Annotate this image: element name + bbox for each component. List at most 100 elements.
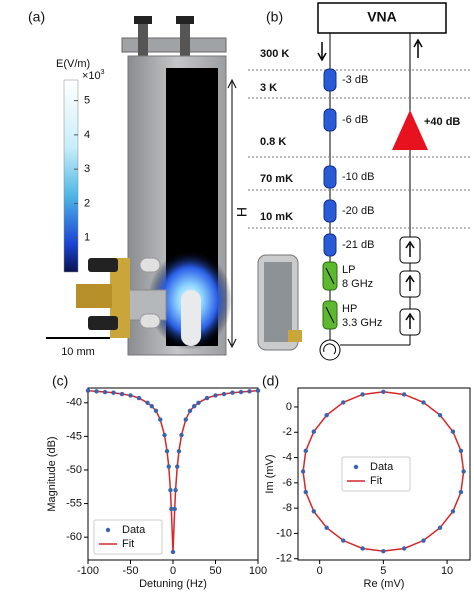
isolator-arrow [405, 240, 415, 257]
y-tick-label: -8 [282, 502, 292, 514]
x-tick-label: 10 [441, 565, 453, 577]
data-point [437, 525, 443, 530]
data-point [381, 389, 386, 394]
data-point [102, 389, 108, 395]
filter-symbol [325, 267, 335, 285]
filter-frequency: 8 GHz [342, 278, 373, 290]
data-point [196, 400, 201, 405]
legend-label: Data [370, 461, 394, 473]
y-axis-label: Im (mV) [264, 454, 276, 493]
data-point [230, 390, 235, 395]
data-point [170, 549, 176, 555]
plot-area [85, 388, 261, 555]
data-point [173, 487, 178, 493]
attenuator [323, 68, 337, 92]
data-point [341, 538, 346, 543]
data-point [158, 417, 163, 422]
x-tick-label: 0 [170, 565, 176, 577]
colorbar-tick-label: 3 [84, 163, 90, 175]
y-tick-label: -4 [282, 451, 292, 463]
attenuator-label: -3 dB [342, 74, 368, 86]
x-tick-label: 5 [380, 565, 386, 577]
amplifier-label: +40 dB [424, 116, 460, 128]
temperature-label: 3 K [260, 82, 277, 94]
legend-label: Fit [122, 538, 134, 550]
data-point [172, 506, 177, 512]
data-point [149, 403, 154, 409]
y-tick-label: -6 [282, 477, 292, 489]
y-tick-label: 0 [286, 401, 292, 413]
panel-label: (a) [28, 9, 45, 25]
data-point [119, 391, 125, 397]
data-point [153, 408, 159, 414]
data-point [401, 392, 407, 397]
data-point [247, 389, 252, 394]
legend-swatch [353, 464, 359, 470]
panel-label: (d) [262, 373, 279, 389]
vna-label: VNA [367, 9, 397, 25]
data-point [221, 391, 227, 397]
y-tick-label: -45 [66, 430, 82, 442]
y-tick-label: -2 [282, 426, 292, 438]
data-point [255, 388, 261, 393]
data-point [300, 469, 306, 474]
data-point [324, 525, 329, 530]
data-point [238, 389, 244, 395]
x-tick-label: -100 [77, 565, 99, 577]
data-point [303, 448, 308, 454]
x-axis-label: Re (mV) [364, 578, 405, 590]
y-tick-label: -12 [276, 553, 292, 565]
data-point [311, 509, 316, 514]
data-point [421, 538, 426, 543]
data-point [128, 393, 133, 398]
data-point [192, 403, 197, 409]
attenuator [323, 199, 337, 223]
colorbar-tick-label: 2 [84, 197, 90, 209]
data-point [136, 395, 142, 401]
filter-name: HP [342, 303, 357, 315]
data-point [341, 400, 346, 405]
attenuator [323, 165, 337, 189]
multiplier-exponent: 3 [101, 69, 105, 76]
data-point [458, 489, 464, 495]
y-tick-label: -55 [66, 497, 82, 509]
x-tick-label: 0 [317, 565, 323, 577]
data-point [175, 464, 180, 469]
data-point [168, 487, 173, 493]
y-tick-label: -10 [276, 527, 292, 539]
colorbar-tick-label: 1 [84, 232, 90, 244]
data-point [145, 400, 150, 405]
height-label: H [234, 207, 250, 217]
cavity-drawing [46, 16, 237, 356]
data-point [450, 509, 456, 514]
isolator-arrow [405, 274, 415, 291]
data-point [450, 429, 456, 434]
plot-area [300, 389, 466, 554]
temperature-label: 300 K [260, 48, 289, 60]
legend-box [341, 456, 411, 492]
data-point [85, 388, 91, 393]
attenuator-label: -20 dB [342, 205, 374, 217]
isolator-arrow [405, 312, 415, 329]
x-tick-label: -50 [123, 565, 139, 577]
y-tick-label: -50 [66, 464, 82, 476]
data-point [401, 546, 407, 551]
data-point [311, 429, 316, 434]
x-tick-label: 50 [209, 565, 221, 577]
legend-swatch [105, 527, 111, 533]
data-point [381, 548, 386, 554]
x-tick-label: 100 [249, 565, 267, 577]
y-tick-label: -40 [66, 397, 82, 409]
multiplier-base: ×10 [82, 70, 101, 82]
panel-label: (c) [52, 373, 68, 389]
data-point [421, 400, 426, 405]
temperature-label: 70 mK [260, 173, 293, 185]
temperature-label: 0.8 K [260, 136, 286, 148]
data-point [162, 432, 167, 438]
data-point [324, 412, 329, 418]
attenuator-label: -10 dB [342, 171, 374, 183]
data-point [166, 464, 171, 469]
data-point [187, 408, 193, 414]
